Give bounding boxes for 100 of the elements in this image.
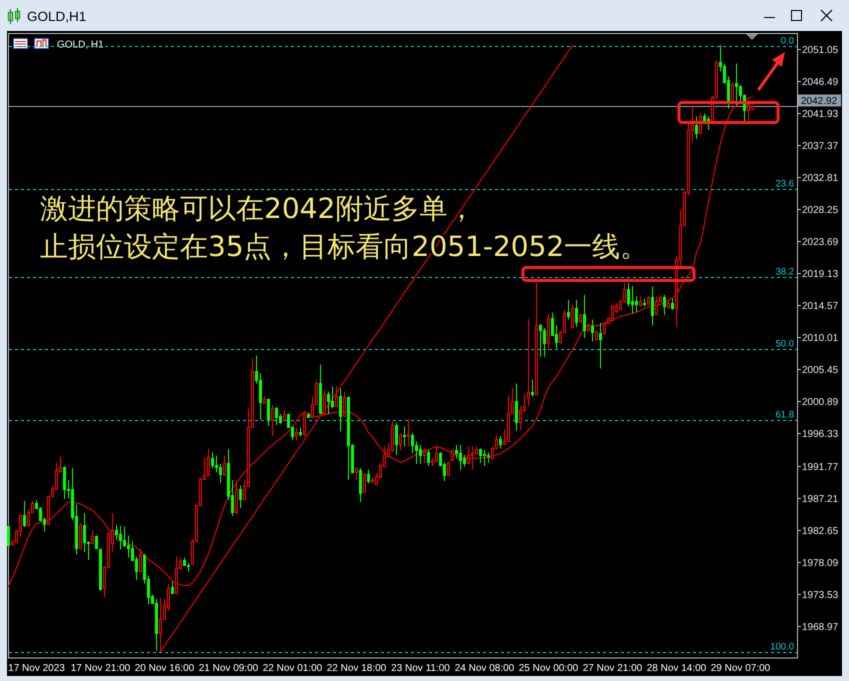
candlestick <box>275 406 278 426</box>
x-tick-label: 22 Nov 01:00 <box>262 663 323 674</box>
candlestick <box>363 472 366 494</box>
candlestick <box>567 300 570 320</box>
y-tick-label: 1991.77 <box>802 462 839 473</box>
candlestick <box>591 319 594 342</box>
candlestick <box>587 322 590 332</box>
candlestick <box>23 500 26 528</box>
y-tick-label: 1987.21 <box>802 494 839 505</box>
y-tick-label: 2023.69 <box>802 237 839 248</box>
candlestick <box>399 432 402 450</box>
x-tick-label: 22 Nov 18:00 <box>326 663 387 674</box>
candlestick <box>171 580 174 594</box>
candlestick <box>647 295 650 306</box>
x-tick-label: 24 Nov 08:00 <box>454 663 515 674</box>
candlestick <box>471 446 474 470</box>
candlestick <box>367 469 370 484</box>
y-tick-label: 2005.45 <box>802 365 839 376</box>
candlestick <box>343 391 346 418</box>
ref-line-label: 2042.92 <box>801 96 838 107</box>
candlestick <box>267 398 270 426</box>
y-tick-label: 2032.81 <box>802 173 839 184</box>
candlestick <box>91 530 94 544</box>
candlestick <box>459 444 462 471</box>
candlestick <box>571 304 574 329</box>
candlestick <box>423 448 426 464</box>
x-tick-label: 29 Nov 07:00 <box>710 663 771 674</box>
candlestick <box>79 522 82 549</box>
y-tick-label: 2046.49 <box>802 77 839 88</box>
candlestick <box>643 298 646 307</box>
candlestick <box>451 448 454 461</box>
candlestick <box>671 298 674 310</box>
candlestick <box>583 294 586 338</box>
y-tick-label: 1982.65 <box>802 526 839 537</box>
y-tick-label: 1978.09 <box>802 558 839 569</box>
ref-line-label: 50.0 <box>776 338 794 350</box>
candlestick <box>359 468 362 502</box>
ref-line-label: 23.6 <box>776 178 794 190</box>
y-tick-label: 2019.13 <box>802 269 839 280</box>
candlestick <box>407 419 410 447</box>
candlestick <box>655 296 658 316</box>
y-tick-label: 2051.05 <box>802 45 839 56</box>
candlestick <box>95 535 98 549</box>
candlestick <box>695 116 698 140</box>
candlestick <box>395 422 398 456</box>
x-tick-label: 27 Nov 21:00 <box>582 663 643 674</box>
y-tick-label: 2028.25 <box>802 205 839 216</box>
ref-line-label: 38.2 <box>776 266 794 278</box>
x-tick-label: 17 Nov 2023 <box>8 663 66 674</box>
candlestick <box>319 364 322 414</box>
candlestick <box>339 388 342 432</box>
y-tick-label: 2000.89 <box>802 397 839 408</box>
candlestick <box>299 426 302 437</box>
candlestick <box>707 116 710 130</box>
candlestick <box>155 598 158 651</box>
candlestick <box>223 455 226 476</box>
candlestick <box>547 312 550 352</box>
x-tick-label: 17 Nov 21:00 <box>70 663 131 674</box>
candlestick <box>527 318 530 407</box>
x-tick-label: 21 Nov 09:00 <box>198 663 259 674</box>
y-tick-label: 2014.57 <box>802 301 839 312</box>
y-tick-label: 2041.93 <box>802 109 839 120</box>
y-tick-label: 2037.37 <box>802 141 839 152</box>
candlestick <box>599 322 602 369</box>
candlestick <box>307 412 310 419</box>
candlestick <box>639 296 642 307</box>
candlestick <box>539 323 542 358</box>
ref-line-label: 100.0 <box>770 642 794 652</box>
candlestick <box>651 286 654 326</box>
candlestick <box>7 523 10 547</box>
candlestick <box>63 466 66 500</box>
y-tick-label: 1996.33 <box>802 429 839 440</box>
candlestick <box>487 452 490 463</box>
candlestick <box>347 396 350 481</box>
candlestick <box>747 100 750 120</box>
candlestick <box>235 481 238 514</box>
candlestick <box>419 444 422 464</box>
ref-line-label: 61.8 <box>776 410 794 420</box>
candlestick <box>119 525 122 550</box>
y-tick-label: 2010.01 <box>802 333 839 344</box>
candlestick <box>283 409 286 422</box>
candlestick <box>435 444 438 464</box>
candlestick <box>631 286 634 314</box>
candlestick <box>263 396 266 404</box>
candlestick <box>579 312 582 324</box>
candlestick <box>667 300 670 309</box>
candlestick <box>427 449 430 466</box>
candlestick <box>731 82 734 102</box>
x-tick-label: 20 Nov 16:00 <box>134 663 195 674</box>
y-tick-label: 1973.53 <box>802 590 839 601</box>
candlestick <box>595 330 598 341</box>
candlestick <box>611 304 614 321</box>
candlestick <box>371 476 374 484</box>
candlestick <box>323 390 326 414</box>
candlestick <box>99 548 102 591</box>
candlestick <box>271 405 274 436</box>
x-tick-label: 23 Nov 11:00 <box>391 663 450 674</box>
candlestick <box>499 435 502 449</box>
candlestick <box>139 548 142 574</box>
candlestick <box>479 448 482 464</box>
